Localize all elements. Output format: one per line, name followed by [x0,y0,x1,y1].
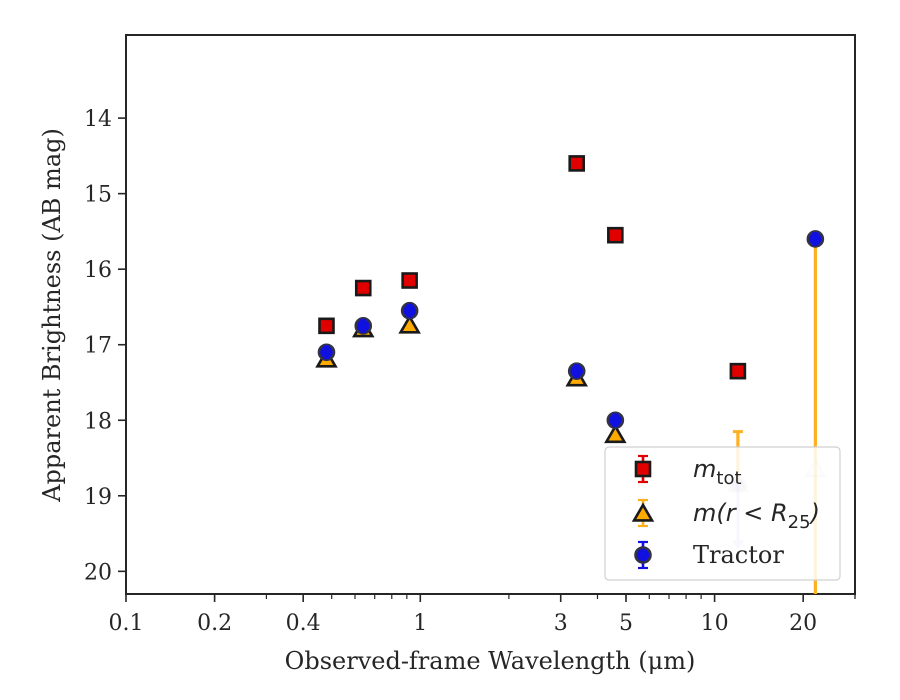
x-tick-label: 5 [619,611,633,636]
x-tick-label: 0.4 [286,611,321,636]
y-tick-label: 18 [84,409,112,434]
square-point [729,362,747,380]
legend-marker [634,460,652,478]
square-point [354,279,372,297]
square-point [568,155,586,172]
axis-ticks: 0.1 0.2 0.4 1 3 5 10 20 14 15 16 17 18 19 20 [84,107,856,636]
triangle-point [604,423,627,444]
legend-box [604,446,841,581]
legend-label: Tractor [693,541,784,569]
x-tick-label: 1 [413,611,427,636]
x-tick-label: 0.2 [197,611,232,636]
y-tick-label: 16 [84,258,112,283]
triangle-point [398,314,421,334]
x-tick-label: 20 [789,611,817,636]
y-tick-label: 15 [84,183,112,208]
x-tick-label: 0.1 [109,611,144,636]
legend-label-tail: ) [809,499,820,527]
legend-label: m(r < R25) [693,499,820,533]
legend-label-main: m [693,455,716,483]
x-tick-label: 10 [701,611,729,636]
legend-label-subscript: tot [716,468,741,489]
legend-marker [631,502,655,522]
legend-label-main: m(r < R [693,499,788,527]
y-axis-title: Apparent Brightness (AB mag) [38,128,66,503]
y-tick-label: 14 [84,107,112,132]
plot-frame [125,34,856,595]
legend-marker [634,546,652,564]
x-tick-label: 3 [554,611,568,636]
legend-label-main: Tractor [693,541,784,569]
y-tick-label: 19 [84,485,112,510]
legend: mtot m(r < R25) Tractor [604,446,841,581]
square-point [401,272,418,289]
y-tick-label: 20 [84,560,112,585]
square-point [318,317,335,335]
x-axis-title: Observed-frame Wavelength (μm) [285,647,696,675]
legend-label: mtot [693,455,742,489]
square-point [607,226,624,244]
legend-label-subscript: 25 [788,512,811,533]
y-tick-label: 17 [84,334,112,359]
